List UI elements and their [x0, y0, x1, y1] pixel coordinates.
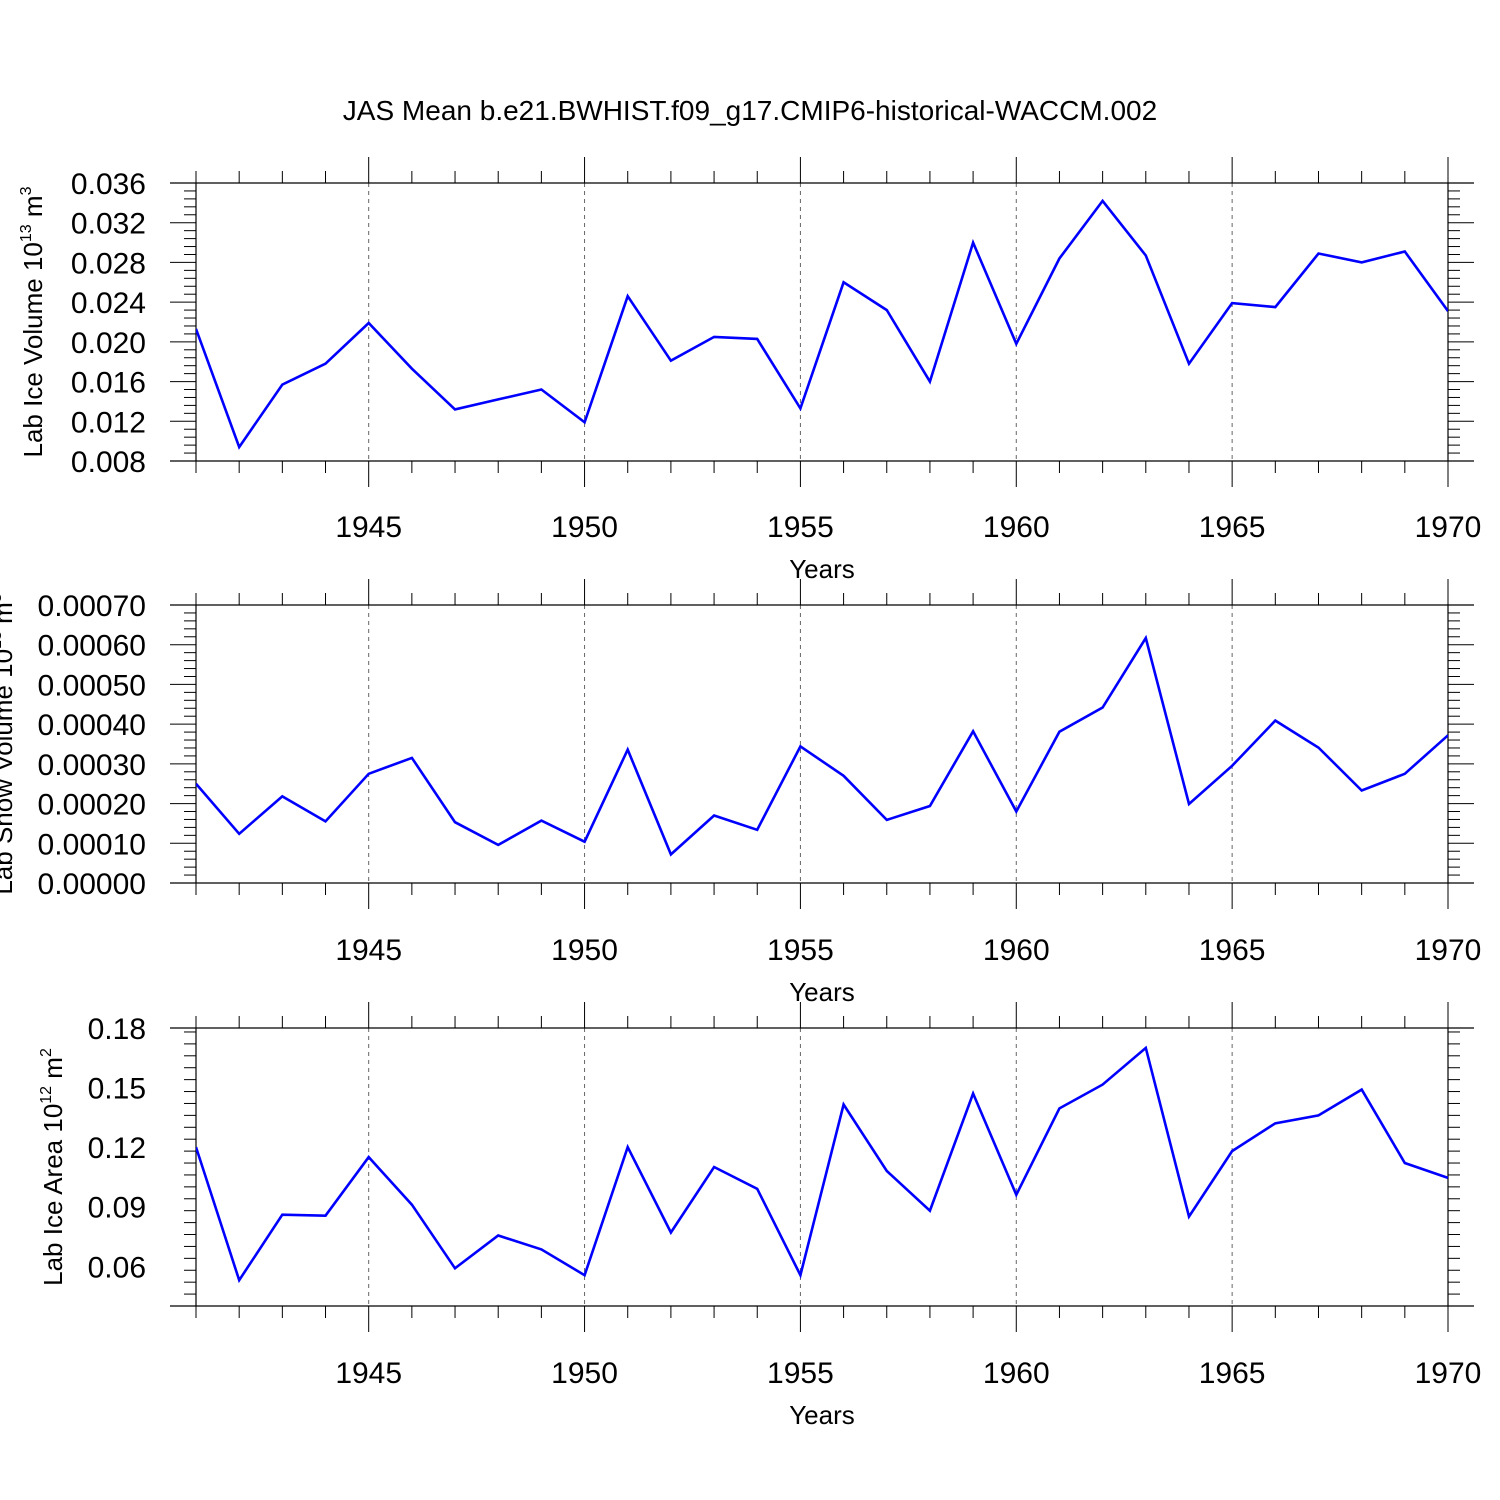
panels: 0.008 0.012 0.016 0.020 0.024 0.028 0.032 0.036…	[0, 157, 1481, 1430]
y-label-text: Lab Ice Area 10	[38, 1104, 68, 1286]
panel-3: 0.06 0.09 0.12 0.15 0.18 1945 1950 1955 1960 1965…	[38, 1002, 1481, 1430]
x-tick-label: 1970	[1415, 511, 1482, 544]
y-tick-label: 0.00040	[38, 709, 146, 742]
y-tick-label: 0.00060	[38, 630, 146, 663]
y-tick-label: 0.008	[71, 446, 146, 479]
y-label-unit-exponent: 3	[0, 593, 5, 602]
x-tick-label: 1945	[335, 511, 402, 544]
x-tick-label: 1955	[767, 934, 834, 967]
x-tick-label: 1960	[983, 511, 1050, 544]
x-tick-label: 1945	[335, 934, 402, 967]
x-tick-label: 1960	[983, 1357, 1050, 1390]
y-label-exponent: 13	[0, 631, 5, 649]
y-tick-label: 0.06	[88, 1251, 146, 1284]
y-tick-label: 0.028	[71, 247, 146, 280]
y-label-exponent: 13	[18, 224, 35, 242]
y-tick-label: 0.18	[88, 1013, 146, 1046]
y-axis-label: Lab Ice Volume 1013 m3	[18, 186, 48, 457]
x-tick-label: 1950	[551, 934, 618, 967]
x-tick-label: 1970	[1415, 934, 1482, 967]
x-tick-label: 1965	[1199, 934, 1266, 967]
y-tick-label: 0.00010	[38, 828, 146, 861]
y-tick-label: 0.00050	[38, 669, 146, 702]
y-axis-label: Lab Snow Volume 1013 m3	[0, 593, 18, 894]
x-tick-label: 1950	[551, 511, 618, 544]
y-label-unit-exponent: 3	[18, 186, 35, 195]
series-line	[196, 1045, 1448, 1284]
x-axis-label: Years	[789, 977, 855, 1007]
y-label-unit-exponent: 2	[38, 1048, 55, 1057]
y-label-text: Lab Snow Volume 10	[0, 649, 18, 895]
x-axis-label: Years	[789, 554, 855, 584]
y-tick-label: 0.012	[71, 406, 146, 439]
y-label-unit: m	[18, 195, 48, 224]
y-tick-label: 0.12	[88, 1132, 146, 1165]
x-tick-label: 1970	[1415, 1357, 1482, 1390]
x-axis-label: Years	[789, 1400, 855, 1430]
x-tick-label: 1945	[335, 1357, 402, 1390]
x-tick-label: 1950	[551, 1357, 618, 1390]
panel-1: 0.008 0.012 0.016 0.020 0.024 0.028 0.032 0.036…	[18, 157, 1481, 584]
y-tick-label: 0.024	[71, 287, 146, 320]
series-line	[196, 198, 1448, 450]
y-tick-label: 0.15	[88, 1073, 146, 1106]
series-line	[196, 634, 1448, 857]
y-tick-label: 0.00070	[38, 590, 146, 623]
figure-title: JAS Mean b.e21.BWHIST.f09_g17.CMIP6-hist…	[343, 95, 1157, 126]
y-label-unit: m	[0, 602, 18, 631]
y-tick-label: 0.036	[71, 168, 146, 201]
y-tick-label: 0.016	[71, 367, 146, 400]
y-tick-label: 0.09	[88, 1192, 146, 1225]
x-tick-label: 1955	[767, 511, 834, 544]
x-tick-label: 1965	[1199, 1357, 1266, 1390]
y-tick-label: 0.00030	[38, 749, 146, 782]
y-tick-label: 0.00000	[38, 868, 146, 901]
y-label-exponent: 12	[38, 1086, 55, 1104]
y-axis-label: Lab Ice Area 1012 m2	[38, 1048, 68, 1286]
x-tick-label: 1965	[1199, 511, 1266, 544]
x-tick-label: 1960	[983, 934, 1050, 967]
y-tick-label: 0.032	[71, 208, 146, 241]
panel-2: 0.00000 0.00010 0.00020 0.00030 0.00040 0.000…	[0, 579, 1481, 1007]
y-tick-label: 0.020	[71, 327, 146, 360]
y-label-unit: m	[38, 1057, 68, 1086]
y-label-text: Lab Ice Volume 10	[18, 242, 48, 457]
y-tick-label: 0.00020	[38, 789, 146, 822]
x-tick-label: 1955	[767, 1357, 834, 1390]
